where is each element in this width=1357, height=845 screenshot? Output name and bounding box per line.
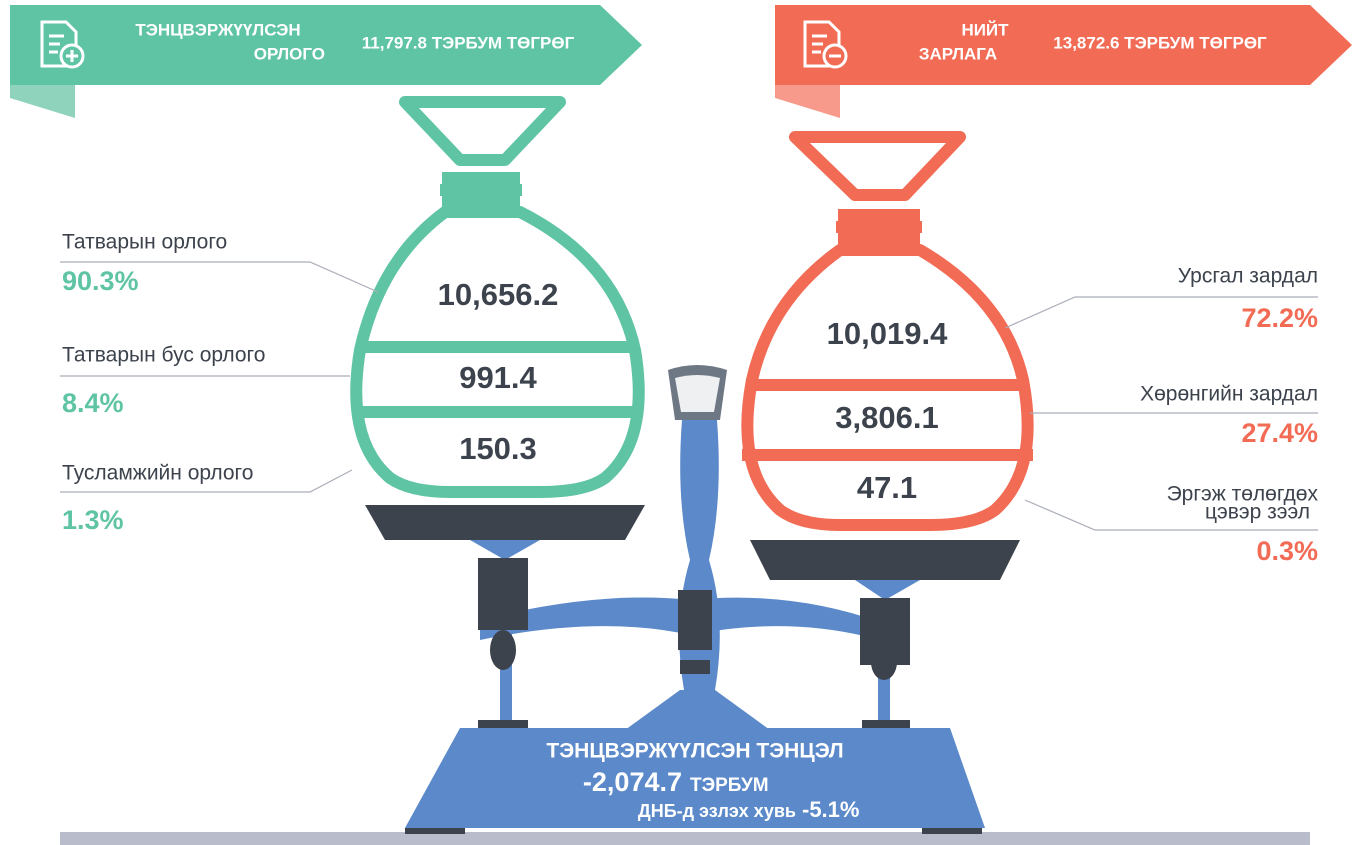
expense-title: НИЙТ (961, 20, 1009, 39)
amount: 47.1 (857, 470, 917, 505)
item-label: Хөрөнгийн зардал (1140, 383, 1318, 406)
gdp-label: ДНБ-д эзлэх хувь (638, 801, 796, 821)
item-share: 27.4% (1241, 418, 1318, 448)
item-label: Тусламжийн орлого (62, 462, 253, 485)
expense-total: 13,872.6 ТЭРБУМ ТӨГРӨГ (1053, 33, 1267, 52)
gdp-share: -5.1% (802, 797, 859, 822)
item-share: 8.4% (62, 388, 124, 418)
item-label: цэвэр зээл (1205, 501, 1310, 524)
banner-fold (10, 85, 75, 118)
income-total: 11,797.8 ТЭРБУМ ТӨГРӨГ (362, 33, 575, 52)
item-label: Урсгал зардал (1178, 265, 1318, 288)
item-label: Татварын бус орлого (62, 344, 265, 367)
balance-amount: -2,074.7 (583, 767, 682, 797)
item-share: 0.3% (1256, 536, 1318, 566)
expense-title: ЗАРЛАГА (919, 44, 997, 63)
amount: 10,019.4 (827, 316, 948, 351)
balance-title: ТЭНЦВЭРЖҮҮЛСЭН ТЭНЦЭЛ (546, 740, 843, 763)
infographic: ТЭНЦВЭРЖҮҮЛСЭН ОРЛОГО 11,797.8 ТЭРБУМ ТӨ… (0, 0, 1357, 845)
amount: 991.4 (459, 360, 537, 395)
item-share: 72.2% (1241, 303, 1318, 333)
amount: 10,656.2 (438, 277, 559, 312)
balance-unit: ТЭРБУМ (690, 775, 769, 796)
item-share: 90.3% (62, 266, 139, 296)
item-label: Татварын орлого (62, 231, 227, 254)
income-title: ТЭНЦВЭРЖҮҮЛСЭН (135, 20, 300, 39)
amount: 3,806.1 (835, 400, 938, 435)
scale (60, 365, 1310, 845)
income-title: ОРЛОГО (254, 44, 325, 63)
amount: 150.3 (459, 431, 537, 466)
banner-fold (775, 85, 840, 118)
item-share: 1.3% (62, 505, 124, 535)
